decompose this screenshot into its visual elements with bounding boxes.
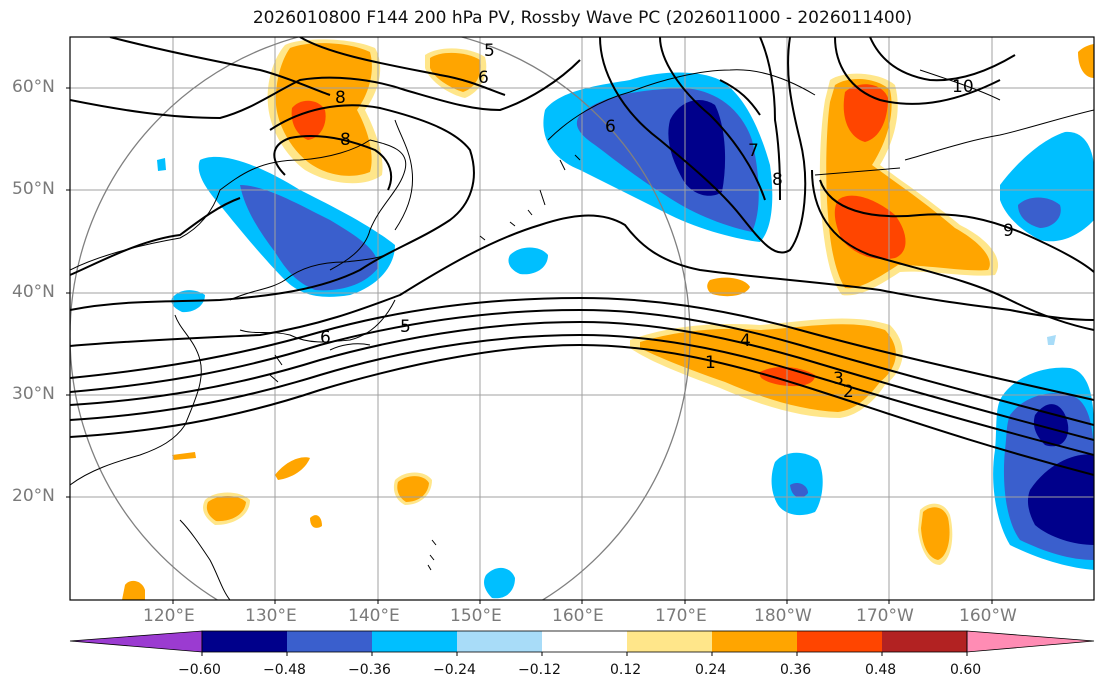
lat-label-30n: 30°N <box>12 384 55 404</box>
colorbar-segment <box>797 631 882 652</box>
contour-label: 4 <box>740 331 751 351</box>
contour-label: 8 <box>772 170 783 190</box>
colorbar-tick-label: −0.60 <box>178 662 221 678</box>
contour-label: 6 <box>320 328 331 348</box>
lon-label-170e: 170°E <box>655 606 707 626</box>
axis-ticks <box>66 87 993 604</box>
range-circle <box>70 37 691 600</box>
contour-label: 5 <box>484 41 495 61</box>
contour-label: 6 <box>605 117 616 137</box>
colorbar-segment <box>712 631 797 652</box>
lat-label-50n: 50°N <box>12 179 55 199</box>
lon-label-150e: 150°E <box>450 606 502 626</box>
contour-label: 1 <box>705 353 716 373</box>
colorbar-tick-label: 0.36 <box>780 662 812 678</box>
lon-label-160e: 160°E <box>552 606 604 626</box>
lon-label-130e: 130°E <box>245 606 297 626</box>
contour-label: 8 <box>340 130 351 150</box>
positive-anomaly-regions <box>122 39 1094 600</box>
contour-label: 6 <box>478 68 489 88</box>
map-title: 2026010800 F144 200 hPa PV, Rossby Wave … <box>252 8 913 28</box>
colorbar-tick-label: −0.36 <box>348 662 391 678</box>
contour-label: 10 <box>952 77 974 97</box>
colorbar-tick-label: 0.60 <box>950 662 982 678</box>
colorbar-high-arrow <box>966 630 1095 653</box>
lon-label-120e: 120°E <box>143 606 195 626</box>
lat-label-40n: 40°N <box>12 282 55 302</box>
contour-label: 3 <box>833 369 844 389</box>
colorbar-segment <box>457 631 542 652</box>
lon-label-160w: 160°W <box>959 606 1017 626</box>
contour-label-group: 5 6 8 8 6 7 8 10 9 5 6 4 1 3 2 <box>320 41 1014 402</box>
contour-label: 7 <box>748 141 759 161</box>
colorbar-segment <box>882 631 967 652</box>
pv-contours <box>70 37 1094 476</box>
colorbar-tick-label: 0.24 <box>695 662 727 678</box>
coastlines <box>70 69 1094 600</box>
lon-label-180w: 180°W <box>754 606 812 626</box>
colorbar-segment <box>202 631 287 652</box>
lat-label-20n: 20°N <box>12 486 55 506</box>
contour-label: 9 <box>1003 221 1014 241</box>
lat-label-60n: 60°N <box>12 77 55 97</box>
colorbar-tick-label: −0.48 <box>263 662 306 678</box>
colorbar-tick-label: 0.48 <box>865 662 897 678</box>
colorbar-low-arrow <box>69 630 203 653</box>
lon-label-140e: 140°E <box>348 606 400 626</box>
colorbar-segment <box>287 631 372 652</box>
colorbar-tick-label: −0.24 <box>433 662 476 678</box>
contour-label: 5 <box>400 317 411 337</box>
lon-label-170w: 170°W <box>856 606 914 626</box>
colorbar-segment <box>372 631 457 652</box>
colorbar-tick-label: 0.12 <box>610 662 642 678</box>
colorbar-segment <box>627 631 712 652</box>
contour-label: 2 <box>843 382 854 402</box>
colorbar-segment <box>542 631 627 652</box>
colorbar <box>69 630 1095 656</box>
contour-label: 8 <box>335 88 346 108</box>
colorbar-tick-label: −0.12 <box>518 662 561 678</box>
